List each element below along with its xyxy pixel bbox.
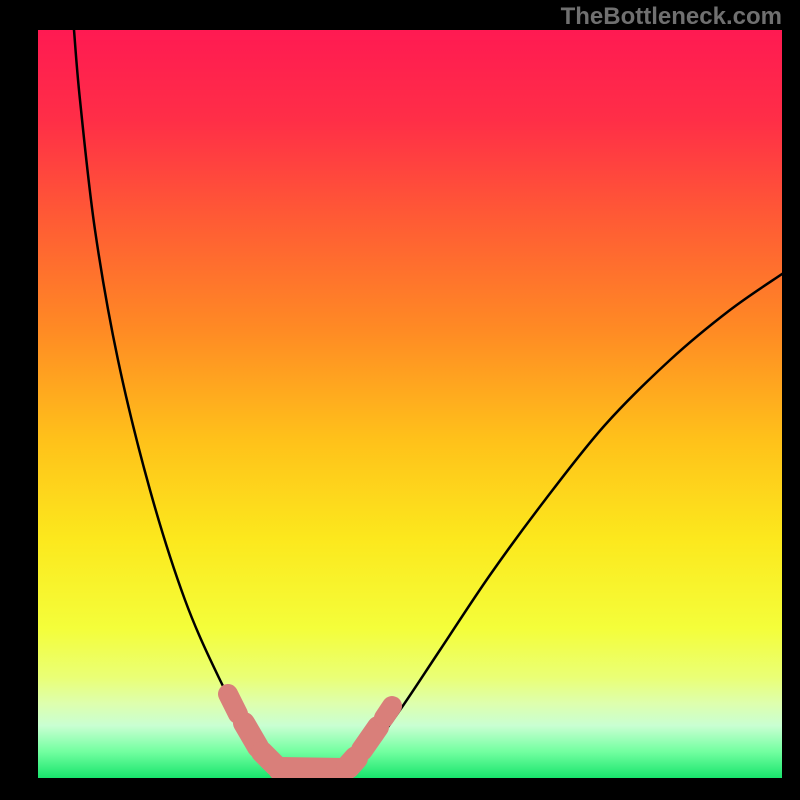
curve-marker: [362, 727, 378, 750]
plot-background: [38, 30, 782, 778]
watermark-text: TheBottleneck.com: [561, 3, 782, 30]
curve-marker: [228, 694, 238, 714]
curve-marker: [384, 706, 392, 718]
curve-marker: [280, 769, 342, 770]
bottleneck-chart: TheBottleneck.com: [0, 0, 800, 800]
curve-marker: [348, 758, 356, 767]
